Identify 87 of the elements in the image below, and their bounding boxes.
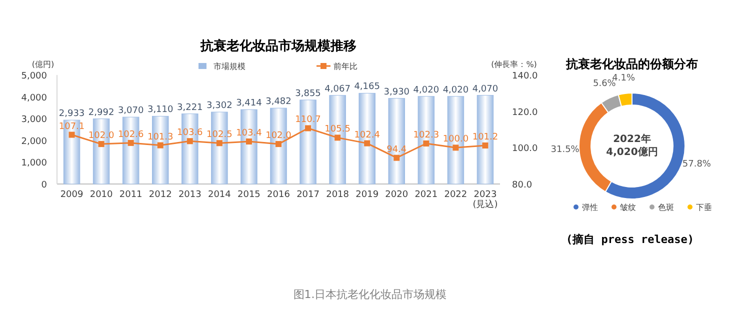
chart-title: 抗衰老化妆品的份额分布 (565, 57, 698, 71)
x-tick-label: 2010 (90, 190, 114, 200)
data-label: 3,302 (206, 101, 232, 112)
x-tick-label: 2021 (414, 190, 438, 200)
x-tick-label: 2022 (444, 190, 468, 200)
data-label: 102.5 (206, 130, 232, 140)
point (186, 138, 193, 144)
y-tick-label: 2,000 (21, 136, 48, 147)
data-label: 100.0 (442, 134, 469, 145)
data-label: 102.6 (118, 130, 144, 140)
point (394, 154, 400, 161)
legend-label: 弹性 (582, 203, 598, 212)
point (364, 140, 370, 146)
data-label: 3,110 (147, 105, 174, 116)
data-label: 4,020 (413, 85, 440, 96)
data-label: 103.6 (177, 128, 204, 138)
data-label: 3,221 (177, 102, 203, 113)
y-tick-label: 3,000 (21, 115, 48, 126)
data-label: 2,933 (58, 109, 85, 120)
data-label: 31.5% (550, 144, 580, 155)
point (305, 125, 312, 132)
data-label: 101.2 (472, 132, 498, 142)
point (246, 138, 252, 144)
point (157, 142, 164, 148)
legend-label: 前年比 (334, 62, 358, 71)
data-label: 3,070 (118, 106, 144, 116)
y2-tick-label: 140.0 (512, 72, 538, 82)
data-label: 5.6% (593, 79, 616, 90)
point (482, 142, 488, 148)
x-tick-label: 2009 (60, 190, 84, 200)
legend-label: 色斑 (658, 203, 674, 212)
x-tick-label: 2017 (296, 190, 320, 200)
data-label: 102.3 (413, 130, 440, 140)
x-tick-label: 2014 (208, 190, 232, 200)
x-tick-label: 2012 (148, 190, 172, 200)
point (334, 134, 341, 141)
legend-label: 市場規模 (214, 62, 246, 71)
point (452, 144, 459, 151)
data-label: 3,930 (384, 87, 410, 98)
x-tick-label: 2023 (見込) (472, 190, 498, 210)
data-label: 4,020 (442, 85, 469, 96)
y-tick-label: 5,000 (21, 72, 48, 82)
data-label: 107.1 (58, 122, 85, 132)
x-tick-label: 2016 (267, 190, 290, 200)
chart-title: 抗衰老化妆品市场规模推移 (200, 38, 356, 54)
y-tick-label: 1,000 (21, 158, 48, 169)
data-label: 102.4 (354, 130, 380, 140)
data-label: 3,482 (266, 97, 292, 108)
data-label: 4,070 (472, 84, 498, 94)
caption: 图1.日本抗老化化妆品市场规模 (293, 288, 447, 301)
y-axis-title: (億円) (32, 60, 54, 69)
data-label: 4,165 (354, 82, 380, 92)
y2-tick-label: 120.0 (512, 108, 538, 118)
data-label: 3,414 (236, 98, 262, 109)
y-tick-label: 4,000 (21, 93, 48, 104)
bar (388, 98, 406, 184)
text: (摘自 press release) (566, 233, 694, 246)
data-label: 102.0 (266, 131, 292, 142)
data-label: 102.0 (88, 131, 114, 142)
x-tick-label: 2011 (119, 190, 142, 200)
data-label: 3,855 (295, 88, 321, 99)
x-tick-label: 2019 (356, 190, 379, 200)
data-label: 2,992 (88, 108, 114, 118)
data-label: 103.4 (236, 128, 262, 138)
y2-tick-label: 80.0 (512, 180, 532, 190)
data-label: 110.7 (295, 115, 321, 126)
text: 2022年 4,020億円 (606, 133, 658, 158)
data-label: 94.4 (386, 144, 407, 155)
data-label: 101.3 (147, 132, 174, 142)
y2-axis-title: (伸長率：%) (491, 60, 537, 69)
x-tick-label: 2018 (326, 190, 350, 200)
y2-tick-label: 100.0 (512, 144, 538, 154)
point (423, 140, 430, 146)
point (98, 141, 104, 148)
point (68, 132, 75, 138)
data-label: 4,067 (324, 84, 350, 94)
y-tick-label: 0 (41, 180, 48, 190)
point (128, 140, 134, 146)
x-tick-label: 2013 (178, 190, 202, 200)
point (276, 141, 282, 148)
legend-label: 皱纹 (620, 203, 636, 212)
data-label: 57.8% (682, 159, 712, 170)
data-label: 105.5 (324, 124, 350, 135)
x-tick-label: 2015 (238, 190, 260, 200)
x-tick-label: 2020 (385, 190, 408, 200)
point (216, 140, 222, 146)
legend-label: 下垂 (696, 203, 712, 212)
